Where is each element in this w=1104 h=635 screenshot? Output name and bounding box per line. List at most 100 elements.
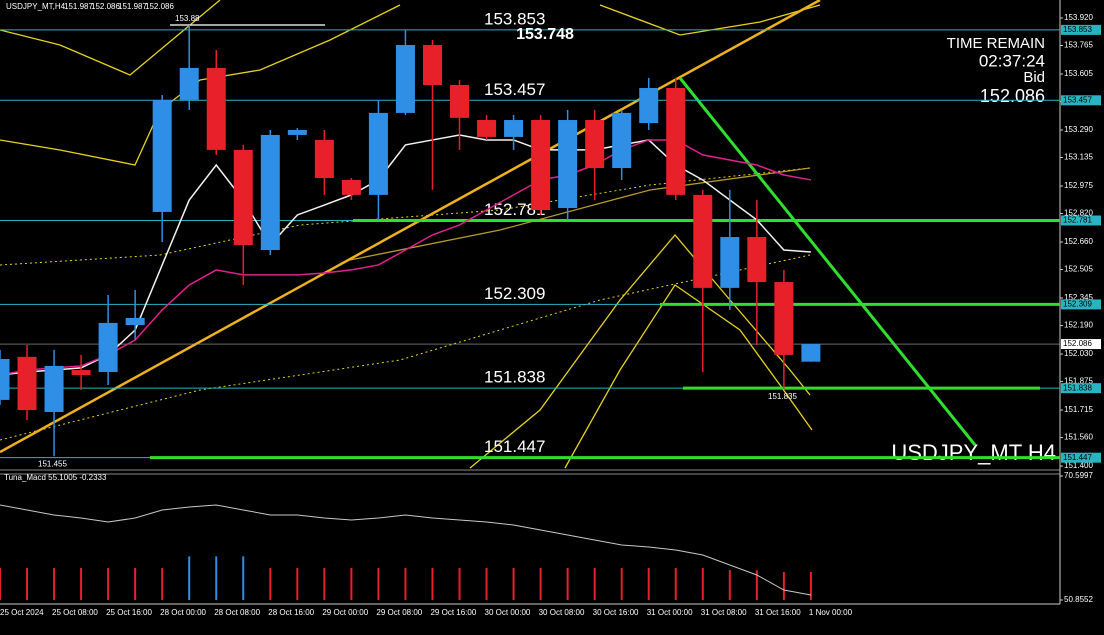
candle-body	[206, 67, 226, 150]
x-tick-label: 31 Oct 08:00	[701, 608, 747, 617]
y-tick-label: 153.605	[1064, 69, 1093, 78]
y-tick-label: 153.920	[1064, 13, 1093, 22]
y-tick-label: 151.875	[1064, 377, 1093, 386]
candle-body	[314, 139, 334, 178]
candle-body	[260, 134, 280, 251]
watermark: USDJPY_MT H4	[891, 440, 1056, 465]
x-tick-label: 31 Oct 16:00	[755, 608, 801, 617]
lower-band-outer	[564, 284, 813, 469]
histogram-bar	[26, 568, 29, 600]
candle-body	[666, 88, 686, 195]
x-tick-label: 30 Oct 08:00	[539, 608, 585, 617]
candle-body	[612, 112, 632, 169]
y-tick-label: 151.715	[1064, 405, 1093, 414]
y-tick-label: 152.660	[1064, 237, 1093, 246]
x-tick-label: 29 Oct 16:00	[430, 608, 476, 617]
histogram-bar	[242, 556, 245, 600]
histogram-bar	[809, 572, 812, 600]
y-tick-label: 153.290	[1064, 125, 1093, 134]
histogram-bar	[53, 568, 56, 600]
candle-body	[720, 237, 740, 288]
level-label: 152.309	[484, 284, 545, 303]
upper-band-outer	[0, 0, 221, 76]
header-ohlc: 152.086	[145, 2, 174, 11]
level-label: 151.447	[484, 437, 545, 456]
current-price-label: 152.086	[1063, 339, 1092, 348]
level-tag	[1061, 299, 1101, 310]
candle-body	[801, 344, 821, 362]
band-lines	[0, 0, 821, 469]
candle-body	[125, 317, 145, 326]
bid: 152.086	[980, 86, 1045, 106]
bid-label: Bid	[1023, 69, 1045, 86]
indicator-title: Tuna_Macd 55.1005 -0.2333	[4, 473, 107, 482]
histogram-bar	[539, 568, 542, 600]
level-tag-label: 153.853	[1063, 25, 1092, 34]
histogram-bar	[377, 568, 380, 600]
y-tick-label: 152.345	[1064, 293, 1093, 302]
x-tick-label: 30 Oct 00:00	[485, 608, 531, 617]
histogram-bar	[755, 570, 758, 600]
candle-body	[774, 282, 794, 355]
level-label: 152.781	[484, 200, 545, 219]
y-tick-label: 152.190	[1064, 321, 1093, 330]
histogram-bar	[512, 568, 515, 600]
x-tick-label: 28 Oct 16:00	[268, 608, 314, 617]
indicator-tick-label: 50.8552	[1064, 595, 1093, 604]
x-tick-label: 29 Oct 00:00	[322, 608, 368, 617]
histogram-bar	[566, 568, 569, 600]
indicator-tick-label: 70.5997	[1064, 471, 1093, 480]
y-tick-label: 152.975	[1064, 181, 1093, 190]
x-tick-label: 29 Oct 08:00	[376, 608, 422, 617]
x-tick-label: 1 Nov 00:00	[809, 608, 853, 617]
candle-body	[450, 84, 470, 118]
histogram-bar	[782, 572, 785, 600]
y-tick-label: 152.030	[1064, 349, 1093, 358]
x-tick-label: 31 Oct 00:00	[647, 608, 693, 617]
level-tag-label: 152.309	[1063, 300, 1092, 309]
candle-body	[152, 99, 172, 212]
histogram-bar	[0, 568, 1, 600]
level-label: 153.457	[484, 80, 545, 99]
current-price-tag	[1061, 339, 1101, 350]
candle-body	[504, 120, 524, 137]
candle-body	[693, 194, 713, 288]
histogram-bar	[701, 568, 704, 600]
histogram-bar	[188, 556, 191, 600]
candle-body	[17, 356, 37, 411]
level-tag-label: 151.447	[1063, 453, 1092, 462]
time-remain: 02:37:24	[979, 51, 1045, 70]
histogram-bar	[647, 568, 650, 600]
y-tick-label: 152.505	[1064, 265, 1093, 274]
histogram-bar	[161, 568, 164, 600]
x-tick-label: 25 Oct 2024	[0, 608, 44, 617]
histogram-bar	[134, 568, 137, 600]
candle-body	[395, 44, 415, 113]
candle-body	[639, 88, 659, 124]
x-tick-label: 30 Oct 16:00	[593, 608, 639, 617]
candle-body	[422, 44, 442, 85]
price-annotation: 151.455	[38, 459, 67, 468]
candle-body	[71, 370, 91, 376]
level-tag	[1061, 452, 1101, 463]
y-tick-label: 153.135	[1064, 153, 1093, 162]
candle-body	[287, 129, 307, 135]
candle-body	[368, 112, 388, 195]
candle-body	[233, 149, 253, 246]
histogram-bar	[485, 568, 488, 600]
price-annotation: 151.835	[768, 392, 797, 401]
x-tick-label: 28 Oct 00:00	[160, 608, 206, 617]
histogram-bar	[593, 568, 596, 600]
trend-line-down	[678, 77, 977, 446]
trend-line	[0, 0, 821, 454]
x-tick-label: 25 Oct 16:00	[106, 608, 152, 617]
price-annotation: 153.748	[516, 26, 574, 43]
histogram-bar	[350, 568, 353, 600]
x-tick-label: 25 Oct 08:00	[52, 608, 98, 617]
histogram-bar	[728, 570, 731, 600]
header-ohlc: 151.987	[64, 2, 93, 11]
histogram-bar	[620, 568, 623, 600]
candle-body	[44, 365, 64, 412]
level-tag	[1061, 95, 1101, 106]
